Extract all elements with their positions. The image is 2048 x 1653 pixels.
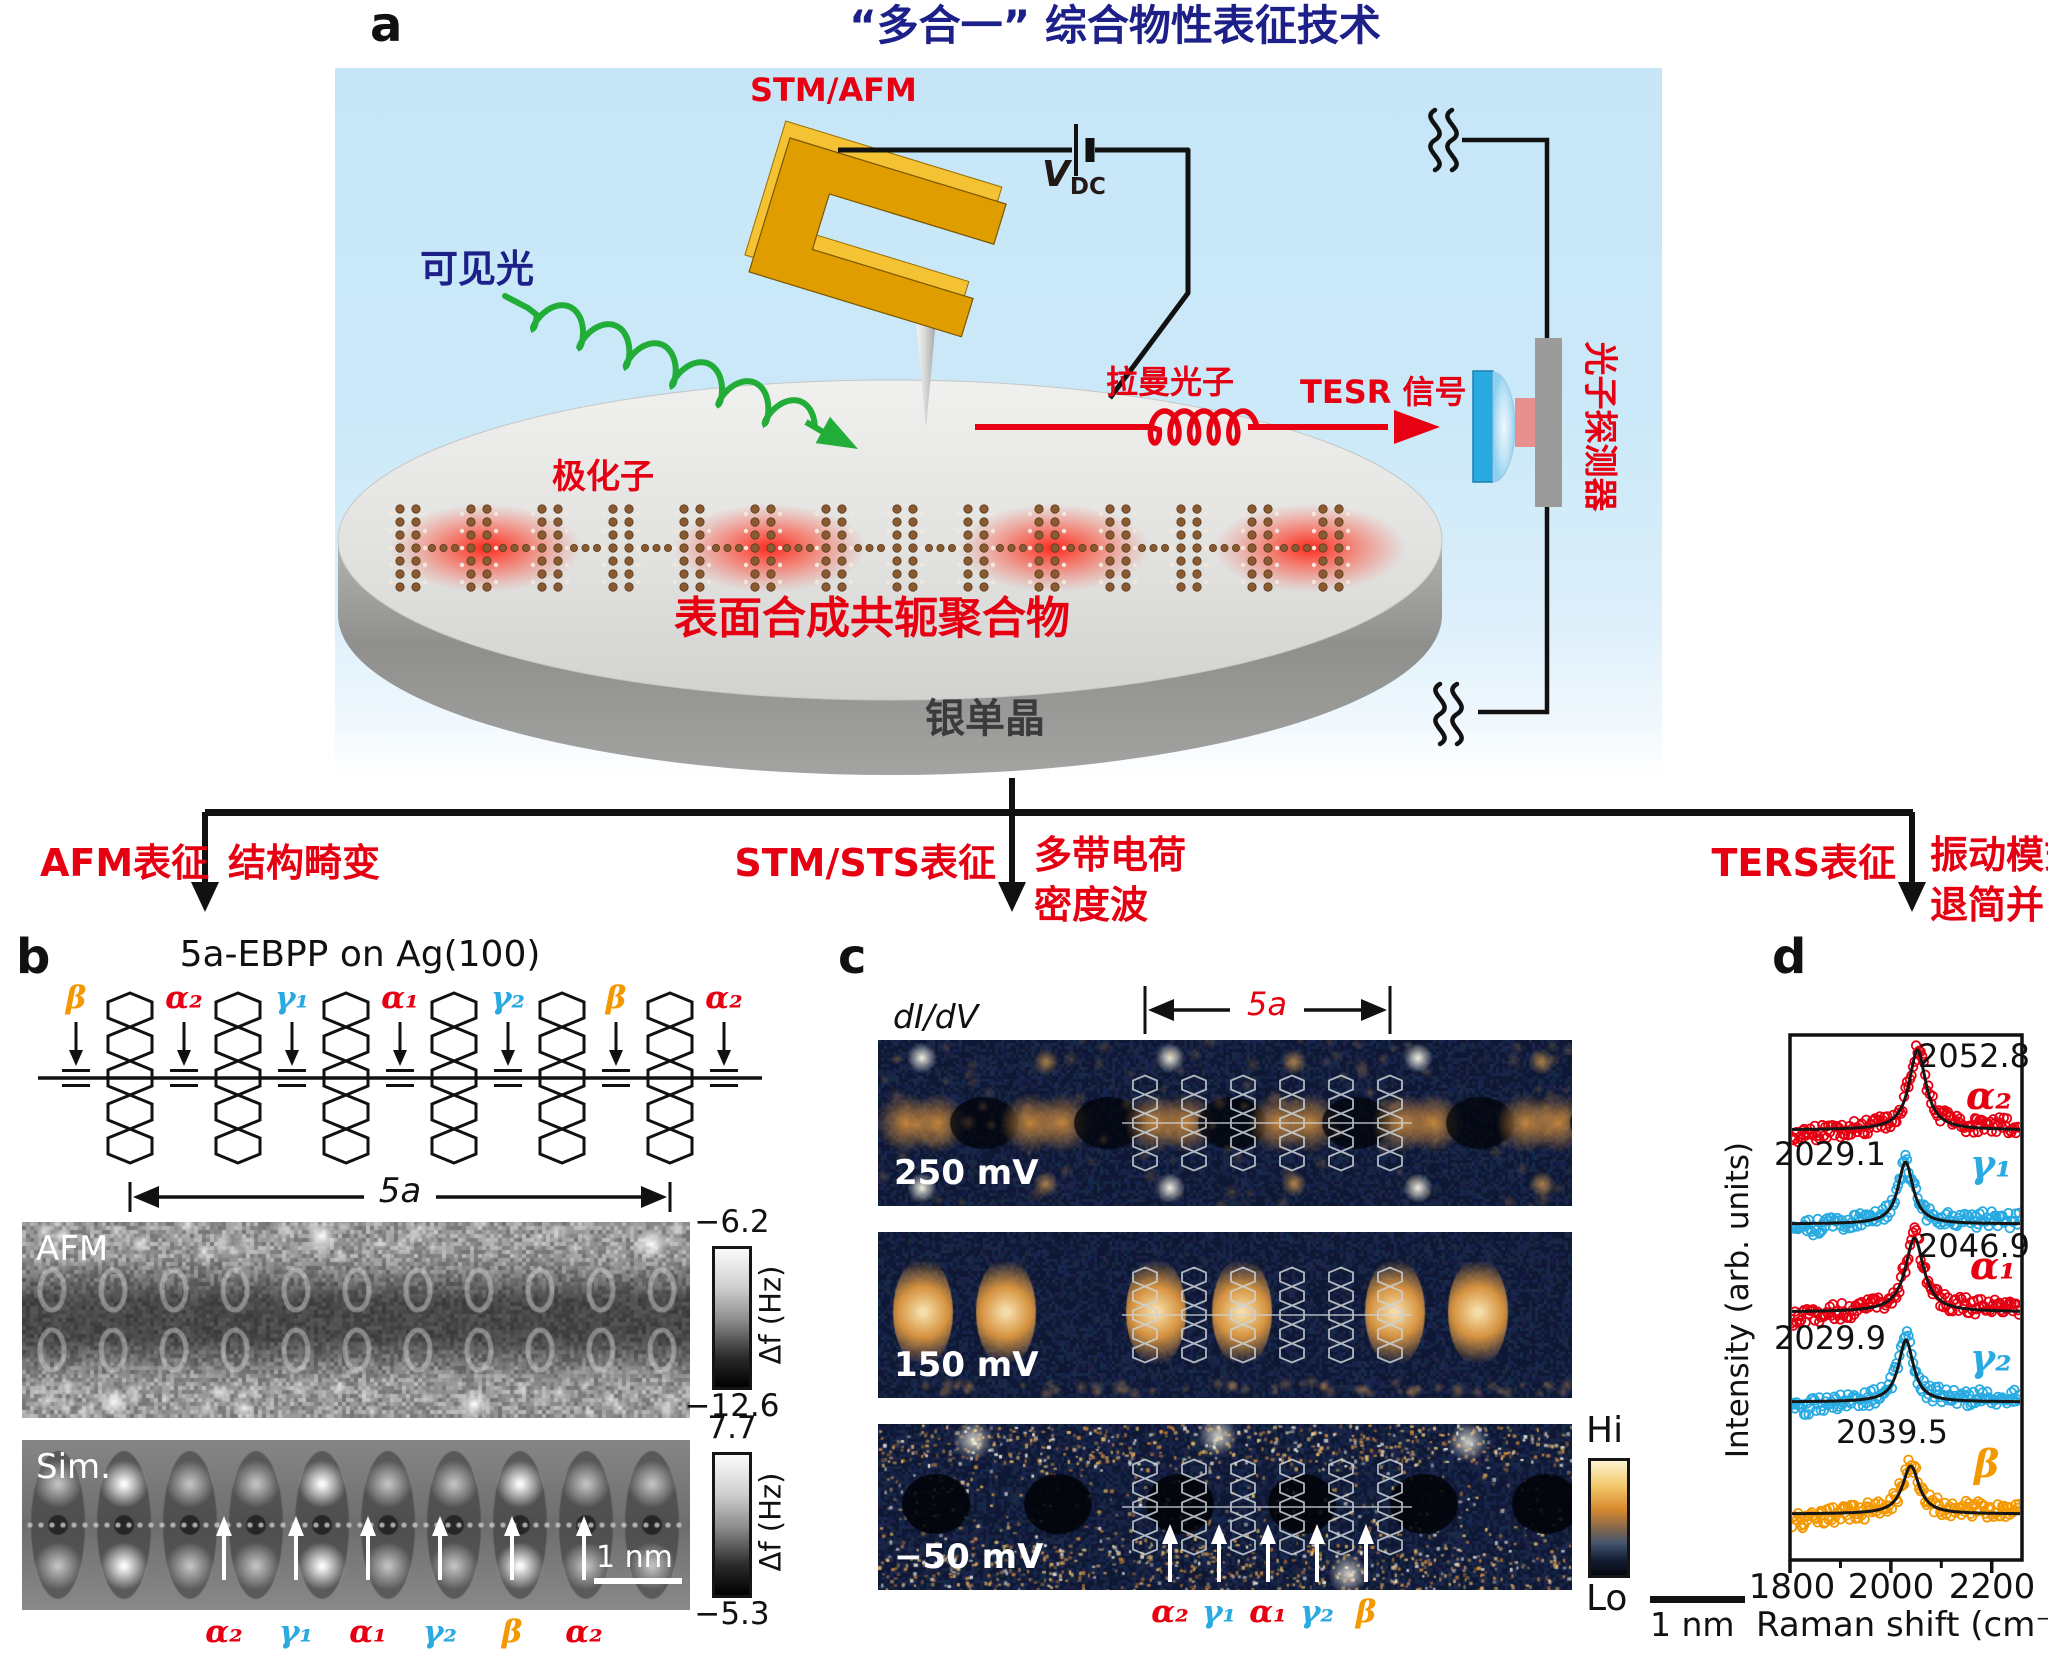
d-xtick-1800: 1800	[1748, 1567, 1836, 1607]
bias-label-150mv: 150 mV	[894, 1345, 1039, 1385]
branch-afm-result: 结构畸变	[228, 841, 381, 885]
sim-scale-max: 7.7	[707, 1410, 757, 1446]
panel-b-title: 5a-EBPP on Ag(100)	[179, 934, 541, 975]
d-xtick-2200: 2200	[1948, 1567, 2036, 1607]
sim-arrow-label-alpha2-2: α₂	[565, 1614, 603, 1650]
bias-label-neg50mv: −50 mV	[894, 1537, 1044, 1577]
sim-arrow-label-gamma1: γ₁	[278, 1614, 314, 1650]
panel-c-letter: c	[838, 929, 867, 985]
panel-a-letter: a	[370, 0, 403, 53]
bond-label-gamma1: γ₁	[274, 980, 310, 1016]
branch-sts-result-1: 多带电荷	[1034, 833, 1187, 877]
panel-b-letter: b	[16, 929, 51, 985]
series-label-gamma1: γ₁	[1970, 1141, 2012, 1186]
branch-ters-method: TERS表征	[1711, 841, 1896, 885]
sim-image-label: Sim.	[36, 1447, 111, 1487]
afm-image-label: AFM	[36, 1229, 109, 1269]
didv-colorbar	[1588, 1458, 1630, 1578]
afm-scale-max: −6.2	[694, 1204, 770, 1240]
afm-scale-min: −12.6	[684, 1388, 780, 1424]
peak-value-beta: 2039.5	[1836, 1413, 1948, 1451]
bond-label-beta-2: β	[605, 980, 627, 1016]
panel-a-background	[335, 68, 1662, 778]
sim-scale-unit: Δf (Hz)	[753, 1472, 787, 1572]
branch-sts-result-2: 密度波	[1034, 883, 1149, 927]
raman-photon-label: 拉曼光子	[1106, 363, 1235, 401]
peak-value-gamma1: 2029.1	[1774, 1135, 1886, 1173]
afm-image	[22, 1222, 690, 1418]
afm-colorbar	[712, 1246, 752, 1390]
c-arrow-label-gamma1: γ₁	[1201, 1594, 1237, 1630]
sim-scalebar-label: 1 nm	[596, 1540, 673, 1575]
vdc-base: V	[1042, 154, 1070, 195]
sim-arrow-label-alpha2-1: α₂	[205, 1614, 243, 1650]
sim-arrow-label-gamma2: γ₂	[422, 1614, 458, 1650]
bond-label-alpha1: α₁	[381, 980, 419, 1016]
colorbar-lo-label: Lo	[1586, 1578, 1628, 1619]
visible-light-label: 可见光	[420, 247, 535, 291]
peak-value-alpha2: 2052.8	[1918, 1037, 2030, 1075]
didv-label: dI/dV	[893, 997, 979, 1036]
branch-ters-result-1: 振动模式	[1930, 833, 2048, 877]
bond-label-gamma2: γ₂	[490, 980, 526, 1016]
branch-sts-method: STM/STS表征	[734, 841, 996, 885]
figure-title: “多合一” 综合物性表征技术	[849, 1, 1381, 50]
polymer-label: 表面合成共轭聚合物	[674, 593, 1070, 644]
series-label-alpha1: α₁	[1970, 1243, 2016, 1288]
branch-afm-method: AFM表征	[40, 841, 210, 885]
sim-scale-min: −5.3	[694, 1596, 770, 1632]
sim-colorbar	[712, 1452, 752, 1598]
afm-sim-image	[22, 1440, 690, 1610]
bias-label-250mv: 250 mV	[894, 1153, 1039, 1193]
didv-scalebar-label: 1 nm	[1650, 1605, 1735, 1644]
d-xtick-2000: 2000	[1847, 1567, 1935, 1607]
polaron-label: 极化子	[552, 457, 654, 497]
c-arrow-label-alpha2: α₂	[1151, 1594, 1189, 1630]
d-ylabel: Intensity (arb. units)	[1720, 1141, 1756, 1459]
bond-label-beta-1: β	[65, 980, 87, 1016]
series-label-beta: β	[1974, 1441, 2000, 1486]
d-xlabel: Raman shift (cm⁻¹)	[1756, 1605, 2048, 1645]
colorbar-hi-label: Hi	[1586, 1410, 1624, 1451]
c-arrow-label-beta: β	[1355, 1594, 1377, 1630]
photon-detector-label: 光子探测器	[1579, 341, 1620, 511]
sim-arrow-label-beta: β	[501, 1614, 523, 1650]
branch-ters-result-2: 退简并	[1930, 883, 2045, 927]
series-label-alpha2: α₂	[1966, 1073, 2012, 1118]
c-arrow-label-alpha1: α₁	[1249, 1594, 1287, 1630]
stm-afm-label: STM/AFM	[750, 71, 917, 109]
vdc-sub: DC	[1069, 174, 1106, 201]
peak-value-gamma2: 2029.9	[1774, 1319, 1886, 1357]
panel-d-letter: d	[1772, 929, 1807, 985]
afm-scale-unit: Δf (Hz)	[753, 1265, 787, 1365]
series-label-gamma2: γ₂	[1970, 1335, 2012, 1380]
bond-label-alpha2-2: α₂	[705, 980, 743, 1016]
sim-arrow-label-alpha1: α₁	[349, 1614, 387, 1650]
span-5a-label-b: 5a	[378, 1171, 422, 1211]
bond-label-alpha2-1: α₂	[165, 980, 203, 1016]
c-arrow-label-gamma2: γ₂	[1299, 1594, 1335, 1630]
vdc-label: VDC	[1042, 154, 1106, 201]
tesr-signal-label: TESR 信号	[1300, 373, 1467, 411]
silver-crystal-label: 银单晶	[925, 696, 1045, 742]
span-5a-label-c: 5a	[1247, 985, 1287, 1023]
